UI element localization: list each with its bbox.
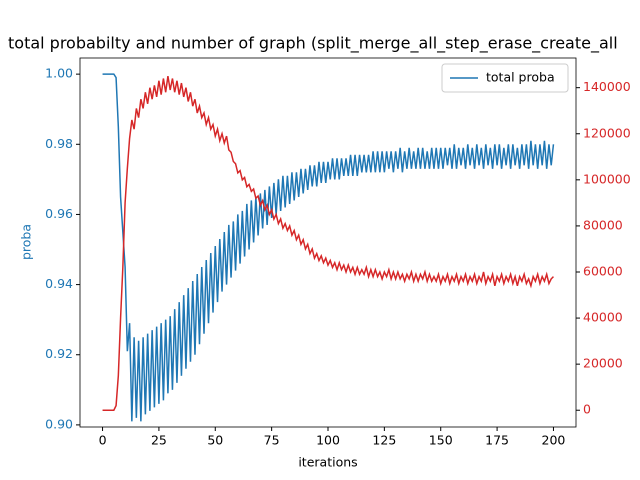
x-tick-label: 125: [372, 433, 396, 448]
y-tick-label: 0.92: [45, 346, 73, 361]
y2-tick-label: 60000: [583, 263, 623, 278]
y2-tick-label: 80000: [583, 217, 623, 232]
y2-tick-label: 140000: [583, 79, 631, 94]
legend-box: [441, 63, 569, 93]
x-tick-label: 75: [264, 433, 280, 448]
x-tick-label: 175: [485, 433, 509, 448]
y-tick-label: 0.98: [45, 136, 73, 151]
x-axis-label: iterations: [298, 455, 357, 470]
legend-label: total proba: [486, 70, 555, 85]
x-tick-label: 0: [99, 433, 107, 448]
x-tick-label: 100: [316, 433, 340, 448]
y2-tick-label: 20000: [583, 356, 623, 371]
y-tick-label: 0.90: [45, 416, 73, 431]
y-tick-label: 0.94: [45, 276, 73, 291]
x-tick-label: 25: [151, 433, 167, 448]
series-line: [102, 73, 555, 422]
x-tick-label: 50: [207, 433, 223, 448]
y-tick-label: 1.00: [45, 66, 73, 81]
y-tick-label: 0.96: [45, 206, 73, 221]
y-axis-label: proba: [19, 224, 34, 260]
x-tick-label: 200: [542, 433, 566, 448]
y2-tick-label: 120000: [583, 125, 631, 140]
x-tick-label: 150: [429, 433, 453, 448]
y2-tick-label: 100000: [583, 171, 631, 186]
plot-frame: [79, 57, 577, 428]
series-line: [102, 76, 554, 411]
chart-title: total probabilty and number of graph (sp…: [8, 34, 618, 54]
y2-tick-label: 40000: [583, 310, 623, 325]
y2-tick-label: 0: [583, 402, 591, 417]
